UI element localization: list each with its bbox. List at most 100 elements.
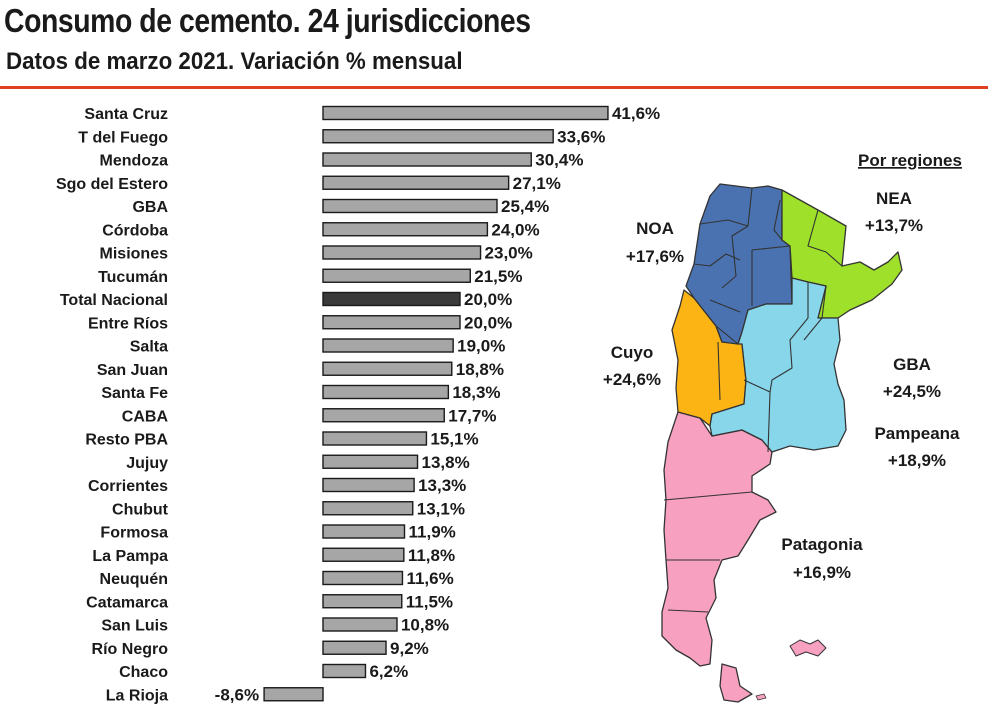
bar xyxy=(322,408,445,423)
region-value-nea: +13,7% xyxy=(865,216,923,235)
category-label: San Luis xyxy=(101,618,168,635)
value-label: 30,4% xyxy=(535,151,583,170)
value-label: 11,6% xyxy=(406,569,453,588)
category-label: Resto PBA xyxy=(85,432,168,449)
bar xyxy=(322,129,554,144)
value-label: 23,0% xyxy=(485,244,533,263)
value-label: 10,8% xyxy=(401,616,449,635)
category-label: Neuquén xyxy=(100,571,168,588)
region-label-noa: NOA xyxy=(636,219,674,238)
value-label: 27,1% xyxy=(513,174,561,193)
value-label: 6,2% xyxy=(369,662,408,681)
category-label: Total Nacional xyxy=(60,292,168,309)
value-label: 13,3% xyxy=(418,476,466,495)
map-islet xyxy=(755,693,767,701)
map-region-tierra-del-fuego xyxy=(719,663,753,703)
value-label: 33,6% xyxy=(557,127,605,146)
bar xyxy=(322,152,532,167)
bar xyxy=(322,291,461,307)
category-label: CABA xyxy=(122,408,169,425)
bar xyxy=(322,268,471,283)
bar xyxy=(322,315,461,330)
bar xyxy=(322,640,387,655)
category-label: San Juan xyxy=(97,362,168,379)
map-region-patagonia xyxy=(661,411,777,667)
argentina-regions-map xyxy=(661,183,903,703)
category-label: Misiones xyxy=(100,246,169,263)
region-value-gba: +24,5% xyxy=(883,382,941,401)
map-heading: Por regiones xyxy=(858,151,962,170)
category-label: La Rioja xyxy=(106,687,168,704)
category-label: Tucumán xyxy=(98,269,168,286)
category-label: Córdoba xyxy=(102,222,168,239)
bar xyxy=(322,198,498,214)
region-label-pampeana: Pampeana xyxy=(874,424,960,443)
value-label: 41,6% xyxy=(612,104,660,123)
bar xyxy=(322,477,415,493)
value-label: 19,0% xyxy=(457,337,505,356)
region-label-patagonia: Patagonia xyxy=(781,535,863,554)
value-label: 20,0% xyxy=(464,290,512,309)
region-labels: Por regiones NOA +17,6% NEA +13,7% Cuyo … xyxy=(603,151,962,582)
region-value-noa: +17,6% xyxy=(626,247,684,266)
value-label: 9,2% xyxy=(390,639,429,658)
value-label: 11,9% xyxy=(409,523,456,542)
value-label: 11,8% xyxy=(408,546,455,565)
category-label: Corrientes xyxy=(88,478,168,495)
value-label: 13,1% xyxy=(417,499,465,518)
region-value-patagonia: +16,9% xyxy=(793,563,851,582)
category-label: Chaco xyxy=(119,664,168,681)
value-label: 17,7% xyxy=(448,406,496,425)
bar xyxy=(322,570,404,586)
category-label: Santa Cruz xyxy=(84,106,168,123)
bar xyxy=(322,222,489,237)
category-label: Sgo del Estero xyxy=(56,176,168,193)
bar xyxy=(322,361,453,376)
chart-subtitle: Datos de marzo 2021. Variación % mensual xyxy=(6,48,463,75)
category-label: T del Fuego xyxy=(78,129,168,146)
region-value-cuyo: +24,6% xyxy=(603,370,661,389)
title-divider xyxy=(0,86,988,89)
bar xyxy=(322,454,419,469)
value-label: 18,3% xyxy=(452,383,500,402)
value-label: 25,4% xyxy=(501,197,549,216)
bar xyxy=(322,338,454,353)
value-label: 13,8% xyxy=(422,453,470,472)
value-label: -8,6% xyxy=(215,685,259,704)
category-label: Chubut xyxy=(112,501,169,518)
value-label: 20,0% xyxy=(464,313,512,332)
bar xyxy=(322,524,406,539)
category-label: Formosa xyxy=(100,525,168,542)
category-label: Catamarca xyxy=(86,594,168,611)
category-label: Salta xyxy=(130,339,168,356)
value-label: 15,1% xyxy=(430,430,478,449)
bar xyxy=(322,547,405,562)
value-label: 21,5% xyxy=(474,267,522,286)
map-region-pampeana xyxy=(709,277,847,453)
category-label: Mendoza xyxy=(100,153,169,170)
value-label: 24,0% xyxy=(491,220,539,239)
category-label: GBA xyxy=(132,199,168,216)
category-label: Jujuy xyxy=(126,455,168,472)
bar xyxy=(322,384,450,400)
bar xyxy=(322,617,398,632)
category-label: Santa Fe xyxy=(101,385,168,402)
bar xyxy=(322,175,510,190)
category-label: Río Negro xyxy=(92,641,169,658)
bar xyxy=(263,687,324,702)
bars-layer: Santa Cruz 41,6% T del Fuego 33,6% Mendoza 30… xyxy=(56,104,660,704)
region-label-nea: NEA xyxy=(876,189,912,208)
bar xyxy=(322,501,414,516)
region-label-gba: GBA xyxy=(893,355,931,374)
value-label: 11,5% xyxy=(406,592,453,611)
chart-title: Consumo de cemento. 24 jurisdicciones xyxy=(4,2,531,39)
category-label: La Pampa xyxy=(92,548,168,565)
bar xyxy=(322,245,482,260)
bar xyxy=(322,105,609,121)
bar xyxy=(322,594,403,609)
map-islands xyxy=(789,639,827,657)
region-value-pampeana: +18,9% xyxy=(888,451,946,470)
region-label-cuyo: Cuyo xyxy=(611,343,654,362)
category-label: Entre Ríos xyxy=(88,315,168,332)
